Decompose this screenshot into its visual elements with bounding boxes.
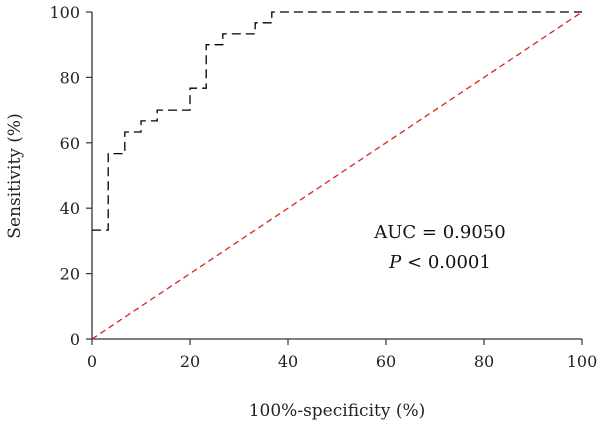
series xyxy=(91,11,583,340)
auc-annotation: AUC = 0.9050 xyxy=(373,222,505,243)
y-tick-label: 100 xyxy=(49,3,80,22)
ticks: 0 20 40 60 80 100 0 20 40 60 80 100 xyxy=(49,3,597,371)
x-tick-label: 100 xyxy=(567,352,598,371)
x-tick-label: 20 xyxy=(180,352,200,371)
x-tick-label: 40 xyxy=(278,352,298,371)
y-tick-label: 20 xyxy=(60,265,80,284)
x-axis-title: 100%-specificity (%) xyxy=(249,401,426,421)
x-tick-label: 60 xyxy=(376,352,396,371)
roc-curve-line xyxy=(92,11,582,231)
y-tick-label: 0 xyxy=(70,330,80,349)
y-tick-label: 80 xyxy=(60,68,80,87)
y-axis-title: Sensitivity (%) xyxy=(5,113,25,238)
reference-diagonal-line xyxy=(91,11,583,340)
x-tick-label: 80 xyxy=(474,352,494,371)
p-value-label: P xyxy=(388,252,402,273)
p-value-annotation: P < 0.0001 xyxy=(388,252,491,273)
x-tick-label: 0 xyxy=(87,352,97,371)
axes xyxy=(91,12,582,340)
y-tick-label: 60 xyxy=(60,134,80,153)
y-tick-label: 40 xyxy=(60,199,80,218)
p-value-text: < 0.0001 xyxy=(401,252,491,273)
